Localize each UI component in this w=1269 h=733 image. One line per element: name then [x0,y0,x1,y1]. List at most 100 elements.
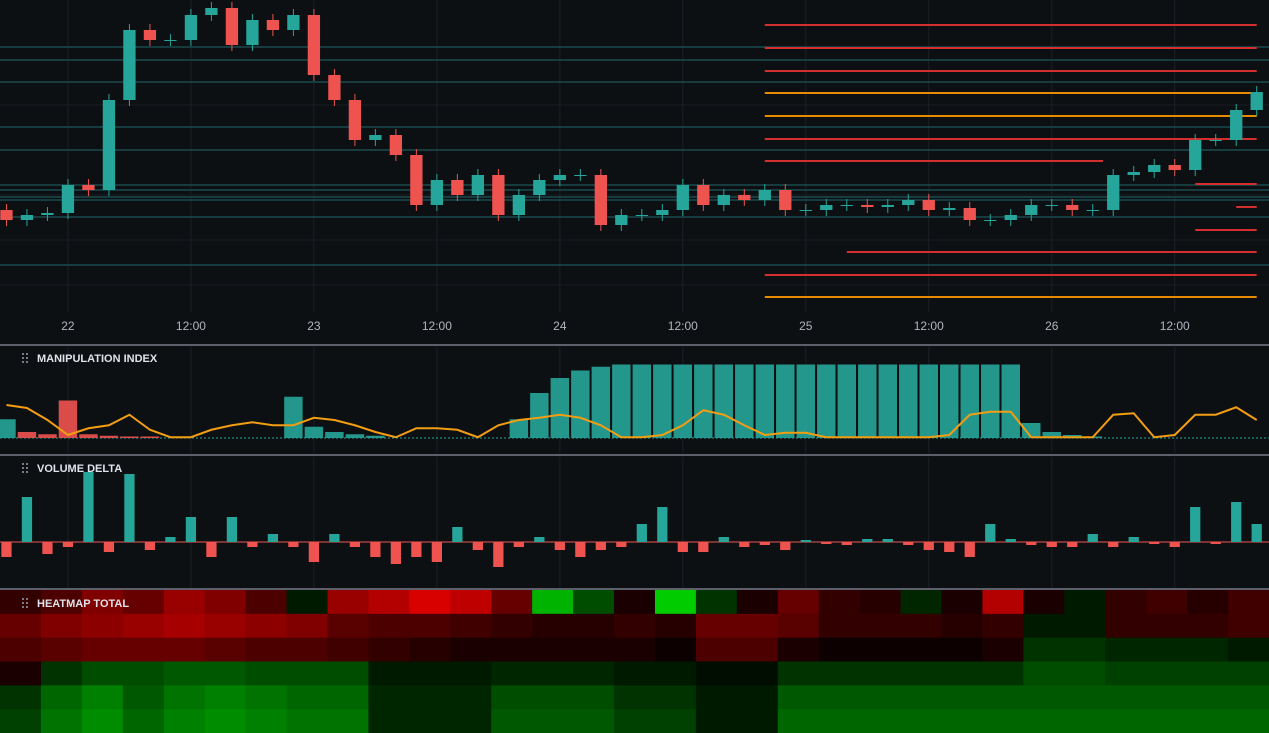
index-bar [79,434,98,438]
heat-cell [0,661,42,686]
grip-icon [26,602,28,604]
candle-body [1168,165,1181,170]
heat-cell [327,685,369,710]
candle-body [902,200,915,205]
candle-body [1230,110,1243,140]
heat-cell [695,685,738,710]
grip-icon [22,606,24,608]
heat-cell [286,637,328,662]
grip-icon [22,598,24,600]
heat-cell [614,661,656,686]
heat-cell [941,613,983,639]
candle-body [41,213,54,215]
grip-icon [22,353,24,355]
heat-cell [450,613,492,639]
delta-bar [185,517,197,542]
delta-bar [1128,537,1139,542]
candle-body [1250,92,1263,110]
candle-body [881,205,894,207]
heat-cell [941,709,983,733]
heat-cell [81,613,124,639]
grip-icon [22,463,24,465]
candle-body [348,100,362,140]
heat-cell [1146,709,1188,733]
heat-cell [122,685,165,710]
heat-cell [450,590,492,615]
delta-bar [329,534,340,542]
candle-body [287,15,300,30]
heat-cell [204,709,247,733]
delta-bar [944,542,955,552]
heat-cell [327,709,369,733]
index-bar [325,432,344,438]
grip-icon [22,467,24,469]
heat-cell [654,685,697,710]
heat-cell [654,637,697,662]
candle-body [184,15,198,40]
heat-cell [1146,661,1188,686]
heat-cell [245,613,288,639]
heat-cell [1064,637,1106,662]
heat-cell [40,661,83,686]
index-bar [919,364,938,438]
heat-cell [614,613,656,639]
heat-cell [573,685,615,710]
index-bar [509,419,529,438]
heat-cell [368,685,410,710]
delta-bar [841,542,852,545]
heat-cell [818,709,861,733]
index-bar [796,364,816,438]
heat-cell [286,661,328,686]
heat-cell [900,685,943,710]
heat-cell [859,661,902,686]
index-bar [632,364,652,438]
index-bar [591,366,611,438]
heat-cell [0,637,42,662]
delta-bar [718,537,729,542]
delta-bar [452,527,463,542]
heat-cell [491,661,533,686]
heat-cell [573,637,615,662]
heat-cell [982,590,1024,615]
heat-cell [163,709,206,733]
heat-cell [204,637,247,662]
candle-body [102,100,116,190]
delta-bar [1169,542,1180,547]
heat-cell [1187,661,1229,686]
heat-cell [1187,590,1229,615]
candle-body [492,175,505,215]
candle-body [656,210,669,215]
heat-cell [532,661,574,686]
x-tick-label: 12:00 [668,319,698,333]
index-bar [1022,423,1041,438]
grip-icon [26,606,28,608]
candle-body [553,175,566,180]
heat-cell [409,637,451,662]
heat-cell [409,590,451,615]
delta-bar [411,542,422,557]
heat-cell [368,637,410,662]
heat-cell [777,590,820,615]
heat-cell [245,590,288,615]
heat-cell [40,709,83,733]
heat-cell [204,685,247,710]
heat-cell [327,590,369,615]
heat-cell [1228,613,1269,639]
heat-cell [450,637,492,662]
heat-cell [614,685,656,710]
candle-body [61,185,75,213]
delta-bar [431,542,442,562]
x-tick-label: 12:00 [422,319,452,333]
heat-cell [122,637,165,662]
candle-body [164,40,177,41]
candle-body [1025,205,1038,215]
heat-cell [532,685,574,710]
index-bar [878,364,898,438]
candle-body [451,180,464,195]
delta-bar [267,534,279,542]
heat-cell [368,613,410,639]
heat-cell [409,613,451,639]
index-bar [858,364,877,438]
delta-bar [62,542,74,547]
heat-cell [81,590,124,615]
